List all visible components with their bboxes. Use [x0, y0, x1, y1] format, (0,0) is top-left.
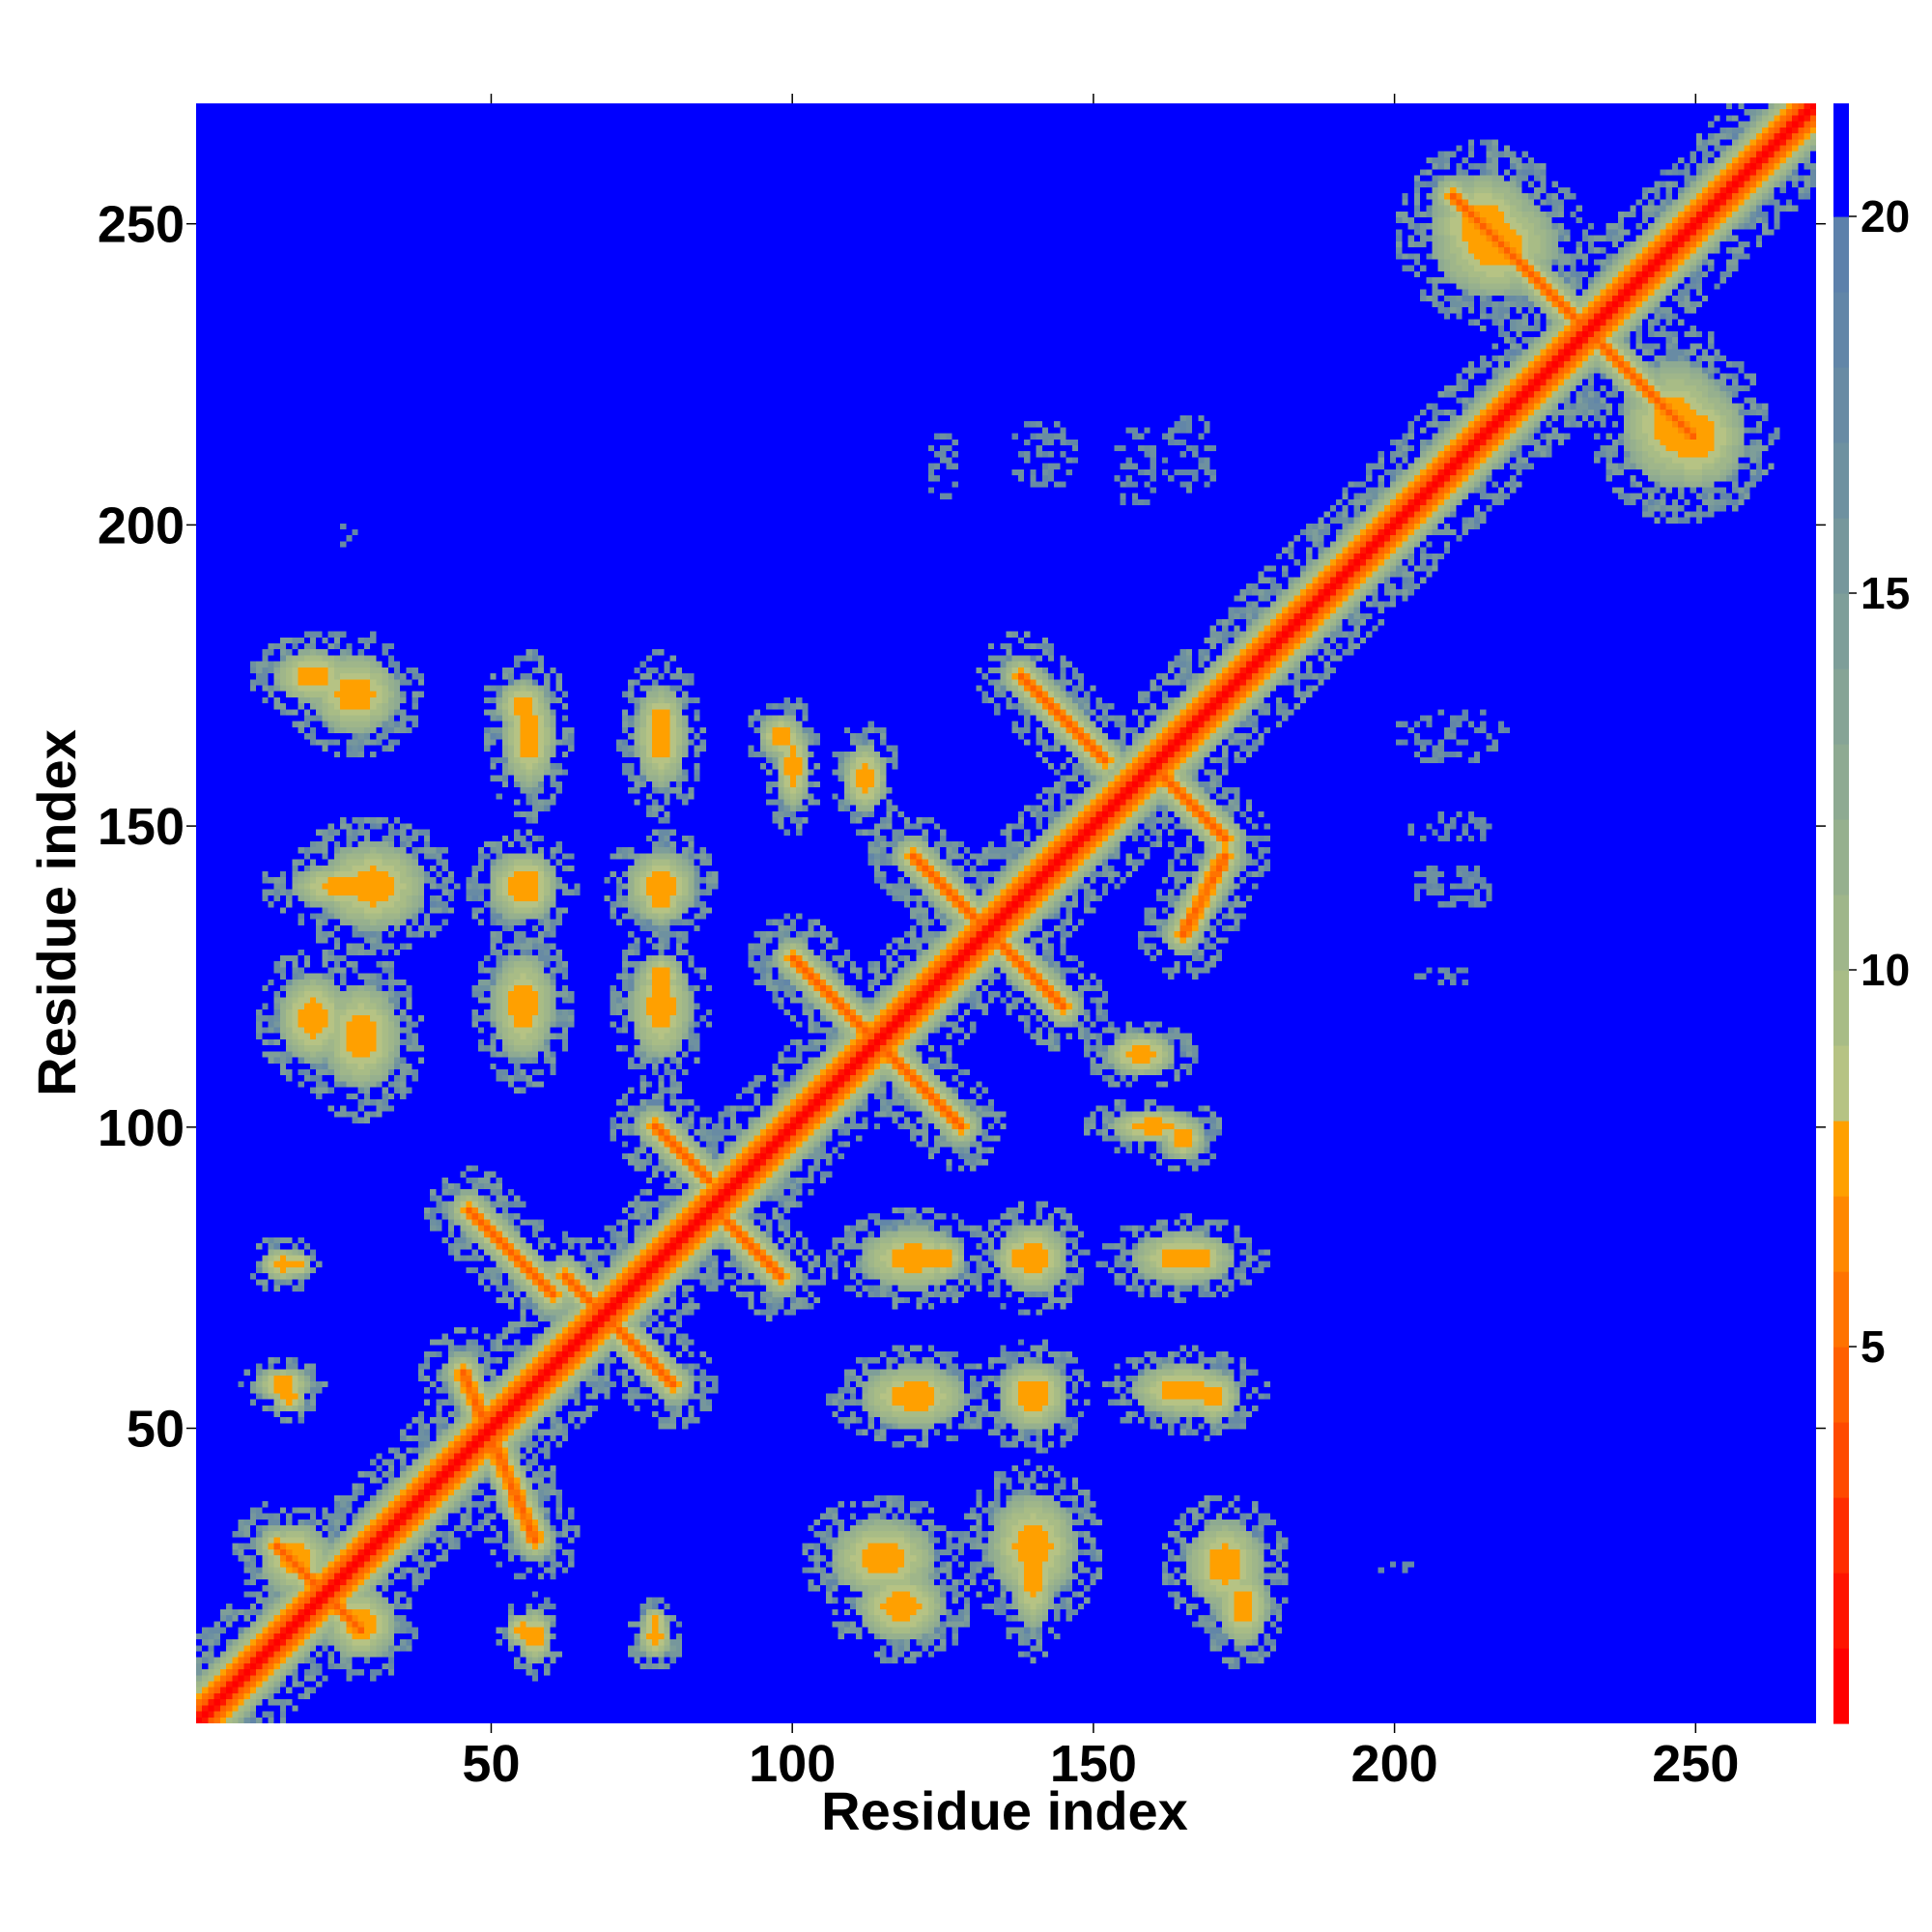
colorbar-level: [1833, 1271, 1849, 1348]
colorbar-level: [1833, 1045, 1849, 1122]
colorbar-level: [1833, 292, 1849, 368]
colorbar-tick-label: 20: [1861, 191, 1910, 242]
x-tick-label: 50: [462, 1735, 520, 1793]
colorbar-level: [1833, 668, 1849, 745]
x-axis-label: Residue index: [821, 1780, 1188, 1841]
colorbar-level: [1833, 895, 1849, 971]
y-axis-label: Residue index: [26, 729, 87, 1096]
colorbar: 5 10 15 20: [1833, 103, 1910, 1724]
heatmap-cells: [196, 103, 1816, 1723]
colorbar-tick-label: 15: [1861, 568, 1910, 618]
colorbar-level: [1833, 442, 1849, 519]
colorbar-level: [1833, 744, 1849, 820]
x-tick-label: 250: [1652, 1735, 1739, 1793]
colorbar-level: [1833, 970, 1849, 1046]
colorbar-level: [1833, 1121, 1849, 1197]
y-tick-label: 250: [98, 196, 185, 254]
colorbar-level: [1833, 819, 1849, 895]
colorbar-level: [1833, 1422, 1849, 1498]
colorbar-level: [1833, 1648, 1849, 1724]
axes: 50 100 150 200 250 50 100 150 200 250: [98, 94, 1826, 1793]
colorbar-level: [1833, 1196, 1849, 1272]
x-tick-label: 100: [749, 1735, 836, 1793]
colorbar-level: [1833, 1347, 1849, 1423]
colorbar-tick-label: 5: [1861, 1321, 1886, 1372]
colorbar-level: [1833, 1497, 1849, 1574]
y-tick-label: 100: [98, 1099, 185, 1157]
colorbar-level: [1833, 593, 1849, 669]
colorbar-level: [1833, 216, 1849, 293]
y-tick-label: 200: [98, 497, 185, 554]
colorbar-tick-label: 10: [1861, 945, 1910, 995]
colorbar-level: [1833, 367, 1849, 443]
colorbar-level: [1833, 1573, 1849, 1649]
colorbar-level: [1833, 103, 1849, 217]
heatmap-plot-area: [196, 103, 1816, 1723]
y-tick-label: 50: [127, 1401, 185, 1459]
x-tick-label: 200: [1351, 1735, 1438, 1793]
colorbar-level: [1833, 518, 1849, 594]
y-tick-label: 150: [98, 798, 185, 856]
x-tick-label: 150: [1050, 1735, 1137, 1793]
